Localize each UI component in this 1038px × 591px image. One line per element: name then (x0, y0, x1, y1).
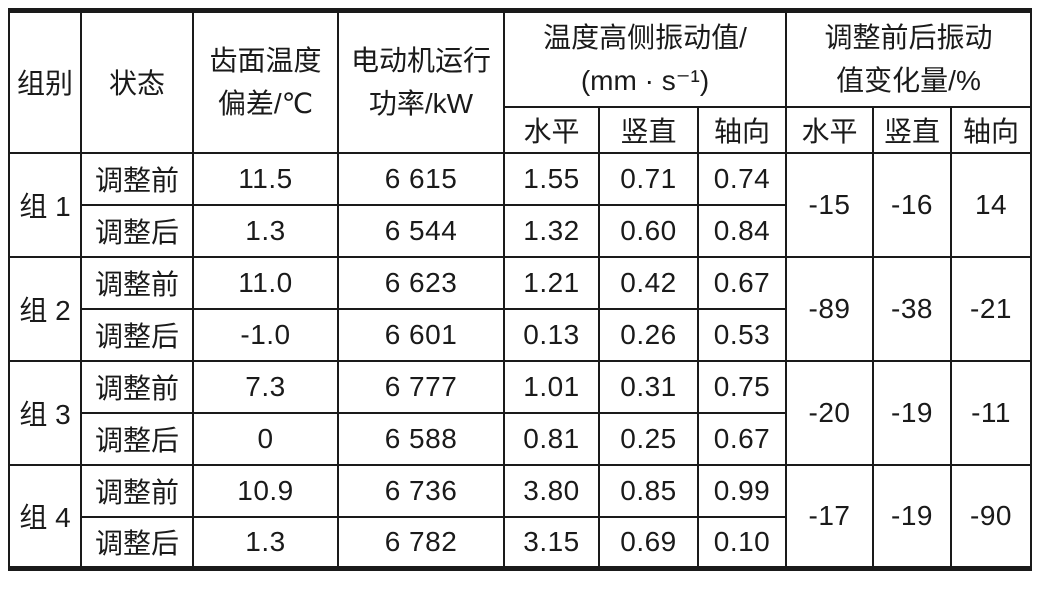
vib-vertical-cell: 0.42 (598, 255, 699, 310)
vib-vertical-cell: 0.25 (598, 411, 699, 466)
temp-cell: 10.9 (192, 463, 339, 518)
table-row: 组 1 调整前 11.5 6 615 1.55 0.71 0.74 -15 -1… (8, 151, 1033, 258)
group-label: 组 2 (8, 255, 82, 362)
vib-axial-cell: 0.84 (696, 203, 788, 258)
vib-horizontal-cell: 0.81 (503, 411, 600, 466)
vib-horizontal-cell: 3.80 (503, 463, 600, 518)
change-horizontal-cell: -89 (785, 255, 875, 362)
power-cell: 6 736 (337, 463, 505, 518)
power-cell: 6 615 (337, 151, 505, 206)
power-cell: 6 623 (337, 255, 505, 310)
vib-axial-cell: 0.67 (696, 411, 788, 466)
power-cell: 6 601 (337, 307, 505, 362)
group-label: 组 3 (8, 359, 82, 466)
status-cell: 调整后 (80, 307, 194, 362)
subheader-vib-horizontal: 水平 (503, 105, 600, 154)
table-row: 组 4 调整前 10.9 6 736 3.80 0.85 0.99 -17 -1… (8, 463, 1033, 570)
vib-axial-cell: 0.67 (696, 255, 788, 310)
temp-cell: 1.3 (192, 203, 339, 258)
table-row: 组 3 调整前 7.3 6 777 1.01 0.31 0.75 -20 -19… (8, 359, 1033, 466)
vib-horizontal-cell: 1.21 (503, 255, 600, 310)
power-cell: 6 782 (337, 515, 505, 570)
change-horizontal-cell: -20 (785, 359, 875, 466)
header-motor-power: 电动机运行 功率/kW (337, 9, 505, 154)
header-temp-deviation: 齿面温度 偏差/℃ (192, 9, 339, 154)
change-vertical-cell: -38 (872, 255, 953, 362)
temp-cell: 1.3 (192, 515, 339, 570)
temp-cell: 0 (192, 411, 339, 466)
vib-axial-cell: 0.10 (696, 515, 788, 570)
vib-vertical-cell: 0.26 (598, 307, 699, 362)
table-row: 调整后 0 6 588 0.81 0.25 0.67 (9, 411, 1031, 466)
vib-horizontal-cell: 1.32 (503, 203, 600, 258)
table-row: 调整后 1.3 6 544 1.32 0.60 0.84 (9, 203, 1031, 258)
vib-vertical-cell: 0.31 (598, 359, 699, 414)
status-cell: 调整前 (80, 255, 194, 310)
vib-axial-cell: 0.53 (696, 307, 788, 362)
change-axial-cell: -21 (950, 255, 1033, 362)
vib-vertical-cell: 0.71 (598, 151, 699, 206)
temp-cell: -1.0 (192, 307, 339, 362)
vib-horizontal-cell: 1.01 (503, 359, 600, 414)
table-row: 调整后 -1.0 6 601 0.13 0.26 0.53 (9, 307, 1031, 362)
vib-horizontal-cell: 1.55 (503, 151, 600, 206)
vibration-data-table: 组别 状态 齿面温度 偏差/℃ 电动机运行 功率/kW 温度高侧振动值/ (mm… (8, 8, 1033, 571)
vib-axial-cell: 0.75 (696, 359, 788, 414)
status-cell: 调整前 (80, 463, 194, 518)
power-cell: 6 588 (337, 411, 505, 466)
vib-vertical-cell: 0.60 (598, 203, 699, 258)
subheader-vib-axial: 轴向 (696, 105, 788, 154)
subheader-change-axial: 轴向 (950, 105, 1033, 154)
status-cell: 调整前 (80, 151, 194, 206)
status-cell: 调整后 (80, 411, 194, 466)
subheader-vib-vertical: 竖直 (598, 105, 699, 154)
group-label: 组 1 (8, 151, 82, 258)
temp-cell: 11.0 (192, 255, 339, 310)
status-cell: 调整后 (80, 203, 194, 258)
table-row: 调整后 1.3 6 782 3.15 0.69 0.10 (9, 515, 1031, 570)
vib-axial-cell: 0.74 (696, 151, 788, 206)
table-container: 组别 状态 齿面温度 偏差/℃ 电动机运行 功率/kW 温度高侧振动值/ (mm… (8, 8, 1033, 571)
change-vertical-cell: -19 (872, 463, 953, 570)
vib-vertical-cell: 0.85 (598, 463, 699, 518)
vib-horizontal-cell: 0.13 (503, 307, 600, 362)
vib-horizontal-cell: 3.15 (503, 515, 600, 570)
change-horizontal-cell: -15 (785, 151, 875, 258)
table-row: 组 2 调整前 11.0 6 623 1.21 0.42 0.67 -89 -3… (8, 255, 1033, 362)
vib-vertical-cell: 0.69 (598, 515, 699, 570)
header-vibration-change: 调整前后振动 值变化量/% (785, 9, 1033, 108)
temp-cell: 11.5 (192, 151, 339, 206)
subheader-change-vertical: 竖直 (872, 105, 953, 154)
change-vertical-cell: -19 (872, 359, 953, 466)
status-cell: 调整前 (80, 359, 194, 414)
change-axial-cell: 14 (950, 151, 1033, 258)
header-status: 状态 (80, 9, 194, 154)
group-label: 组 4 (8, 463, 82, 570)
header-vibration-value: 温度高侧振动值/ (mm · s⁻¹) (502, 9, 788, 108)
vib-axial-cell: 0.99 (696, 463, 788, 518)
change-axial-cell: -11 (950, 359, 1033, 466)
change-vertical-cell: -16 (872, 151, 953, 258)
change-horizontal-cell: -17 (785, 463, 875, 570)
power-cell: 6 777 (337, 359, 505, 414)
status-cell: 调整后 (80, 515, 194, 570)
subheader-change-horizontal: 水平 (785, 105, 875, 154)
temp-cell: 7.3 (192, 359, 339, 414)
power-cell: 6 544 (337, 203, 505, 258)
change-axial-cell: -90 (950, 463, 1033, 570)
header-group: 组别 (8, 9, 82, 154)
